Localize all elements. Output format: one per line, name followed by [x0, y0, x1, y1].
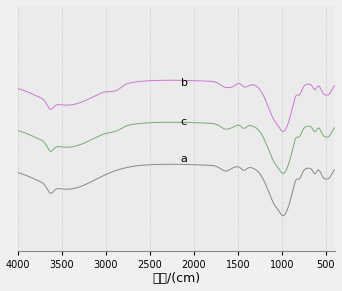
- Text: c: c: [181, 117, 187, 127]
- X-axis label: 波数/(cm): 波数/(cm): [152, 272, 200, 285]
- Text: b: b: [181, 78, 187, 88]
- Text: a: a: [181, 154, 187, 164]
